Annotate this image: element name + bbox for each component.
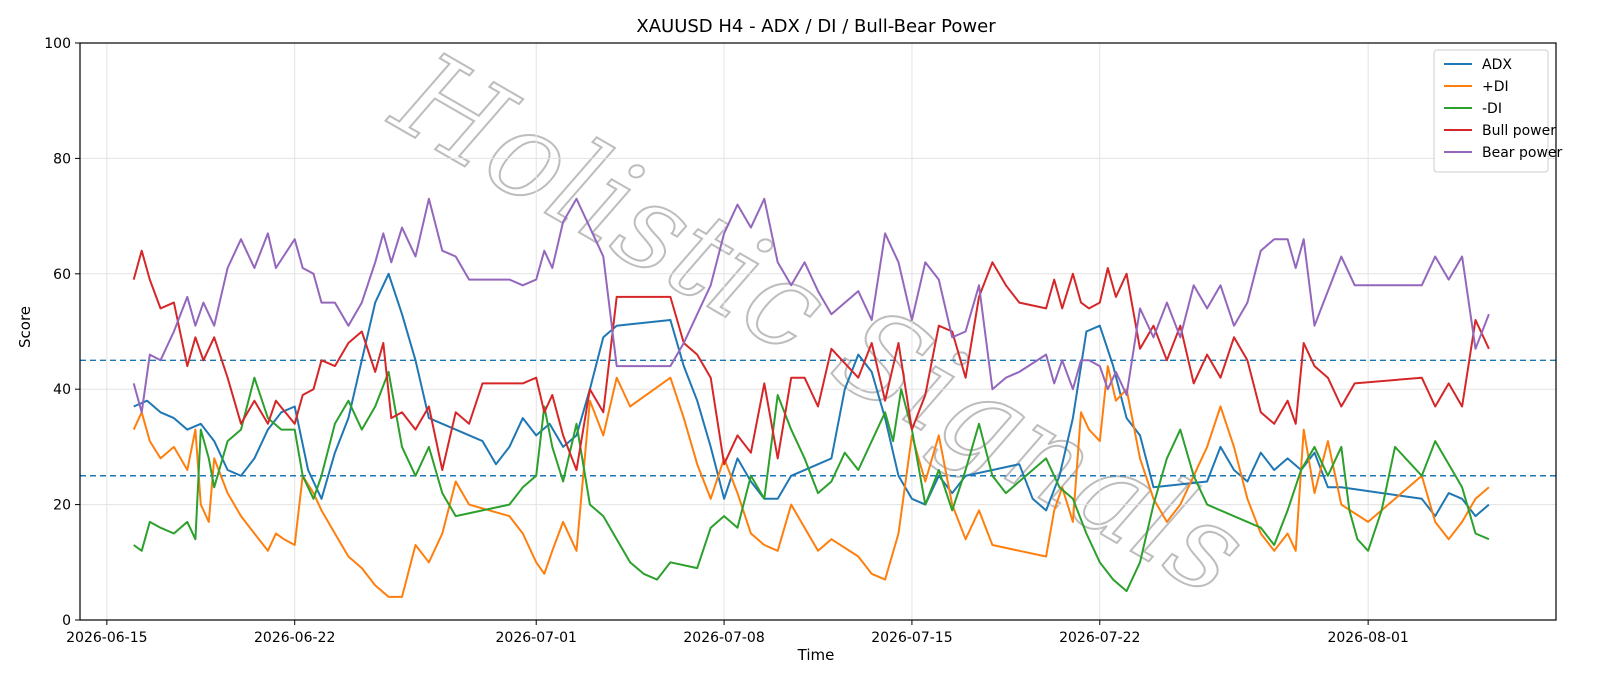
legend-label: Bear power xyxy=(1482,145,1563,161)
series-line-bear-power xyxy=(132,197,1490,414)
y-tick-label: 20 xyxy=(53,498,71,514)
x-tick-label: 2026-08-01 xyxy=(1327,630,1408,646)
reference-lines xyxy=(80,359,1556,477)
series-line--di xyxy=(132,365,1490,598)
series-line--di xyxy=(133,370,1490,593)
watermark-text: Holistic Signals xyxy=(371,25,1268,623)
y-axis-label: Score xyxy=(16,306,34,348)
x-axis-label: Time xyxy=(797,646,835,664)
legend-label: -DI xyxy=(1482,101,1502,117)
y-tick-label: 80 xyxy=(53,151,71,167)
series-line-adx xyxy=(133,272,1490,518)
y-axis-ticks: 0 20 40 60 80 100 xyxy=(44,36,80,629)
watermark: Holistic Signals xyxy=(370,24,1269,624)
y-tick-label: 0 xyxy=(62,613,71,629)
legend-label: Bull power xyxy=(1482,123,1556,139)
x-tick-label: 2026-07-08 xyxy=(683,630,764,646)
series-lines xyxy=(132,197,1490,598)
legend-label: +DI xyxy=(1482,79,1509,95)
x-tick-label: 2026-07-22 xyxy=(1059,630,1140,646)
x-tick-label: 2026-06-15 xyxy=(66,630,147,646)
y-tick-label: 60 xyxy=(53,267,71,283)
legend-box xyxy=(1433,49,1549,173)
x-tick-label: 2026-06-22 xyxy=(254,630,335,646)
x-tick-label: 2026-07-15 xyxy=(871,630,952,646)
series-line-bull-power xyxy=(132,249,1490,471)
y-tick-label: 100 xyxy=(44,36,71,52)
x-tick-label: 2026-07-01 xyxy=(496,630,577,646)
y-tick-label: 40 xyxy=(53,382,71,398)
legend: ADX +DI -DI Bull power Bear power xyxy=(1433,49,1563,173)
chart-title: XAUUSD H4 - ADX / DI / Bull-Bear Power xyxy=(636,16,996,37)
legend-label: ADX xyxy=(1482,57,1512,73)
plot-frame xyxy=(79,42,1557,621)
x-axis-ticks: 2026-06-15 2026-06-22 2026-07-01 2026-07-08… xyxy=(66,620,1409,646)
